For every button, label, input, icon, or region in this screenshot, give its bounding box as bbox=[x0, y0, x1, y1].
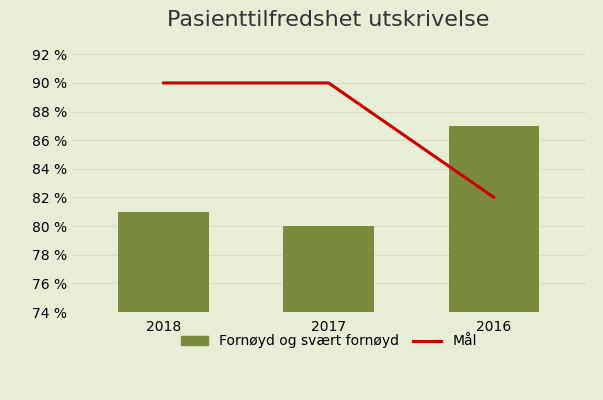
Bar bbox=[118, 212, 209, 400]
Bar bbox=[283, 226, 374, 400]
Title: Pasienttilfredshet utskrivelse: Pasienttilfredshet utskrivelse bbox=[168, 10, 490, 30]
Legend: Fornøyd og svært fornøyd, Mål: Fornøyd og svært fornøyd, Mål bbox=[175, 329, 482, 354]
Bar bbox=[449, 126, 540, 400]
